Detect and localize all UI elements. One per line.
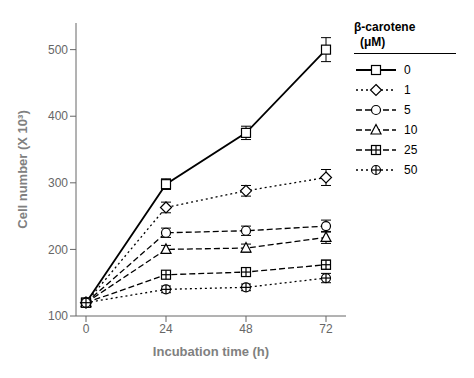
html-text:10: 10 [404,123,418,137]
html-text:β-carotene: β-carotene [354,20,416,34]
html-text:1: 1 [404,83,411,97]
svg-text:200: 200 [48,243,68,257]
svg-text:100: 100 [48,309,68,323]
svg-text:300: 300 [48,176,68,190]
svg-text:Incubation time (h): Incubation time (h) [153,344,269,359]
svg-text:Cell number (X 10³): Cell number (X 10³) [15,110,30,228]
svg-text:48: 48 [239,322,253,336]
svg-text:400: 400 [48,109,68,123]
svg-text:24: 24 [159,322,173,336]
svg-text:72: 72 [319,322,333,336]
html-text:50: 50 [404,163,418,177]
svg-text:500: 500 [48,43,68,57]
html-text:25: 25 [404,143,418,157]
html-text:0: 0 [404,63,411,77]
svg-text:0: 0 [83,322,90,336]
html-text:(μM): (μM) [360,35,386,49]
html-text:5: 5 [404,103,411,117]
